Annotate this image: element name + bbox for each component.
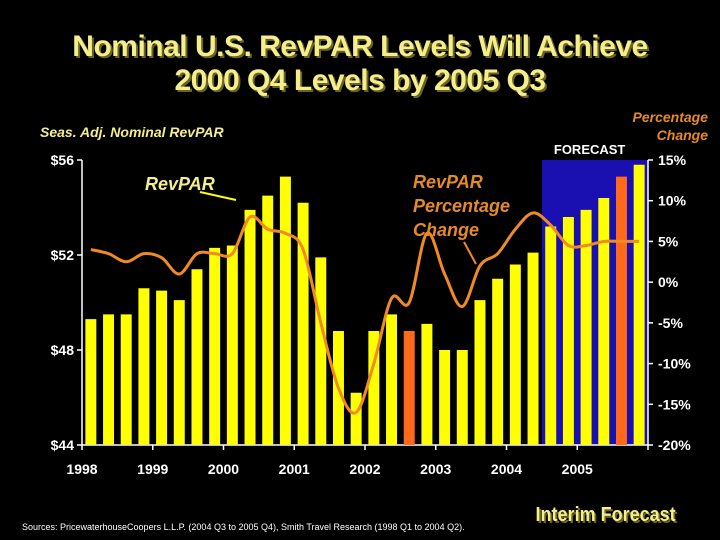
revpar-bar <box>580 209 592 445</box>
pct-annotation-pointer <box>463 241 477 265</box>
revpar-bar <box>226 245 238 445</box>
x-tick-label: 2001 <box>279 461 310 477</box>
revpar-bar <box>562 217 574 445</box>
pct-change-line <box>90 211 640 415</box>
y2-tick-label: -20% <box>658 437 691 453</box>
y2-tick-label: 15% <box>658 152 687 168</box>
revpar-bar <box>244 209 256 445</box>
revpar-bar <box>527 252 539 445</box>
y2-tick-label: 5% <box>658 233 679 249</box>
revpar-bar <box>386 314 398 445</box>
revpar-bar <box>120 314 132 445</box>
chart-title-line-2: 2000 Q4 Levels by 2005 Q3 <box>174 64 546 97</box>
y2-tick-label: 10% <box>658 193 687 209</box>
x-tick-label: 2004 <box>491 461 522 477</box>
y-tick-label: $48 <box>51 342 75 358</box>
y2-tick-label: -5% <box>658 315 683 331</box>
revpar-bar <box>173 300 185 445</box>
revpar-annotation: RevPAR <box>145 174 215 194</box>
y-tick-label: $44 <box>51 437 75 453</box>
revpar-bar <box>138 288 150 445</box>
revpar-bar <box>191 269 203 445</box>
revpar-bar <box>368 331 380 445</box>
revpar-bar <box>439 350 451 445</box>
right-axis-label: Percentage Change <box>633 108 708 144</box>
revpar-bar <box>492 278 504 445</box>
y2-tick-label: -15% <box>658 396 691 412</box>
revpar-bar <box>545 226 557 445</box>
right-axis-label-line-1: Percentage <box>632 109 708 125</box>
x-tick-label: 2003 <box>420 461 451 477</box>
revpar-bar <box>315 257 327 445</box>
revpar-bar <box>279 176 291 445</box>
x-tick-label: 2002 <box>349 461 380 477</box>
revpar-bar <box>85 319 97 445</box>
pct-annotation-line-1: RevPAR <box>413 172 483 192</box>
revpar-bar <box>350 392 362 445</box>
revpar-bar <box>297 202 309 445</box>
y-tick-label: $52 <box>51 247 75 263</box>
pct-annotation-line-2: Percentage <box>413 196 510 216</box>
interim-forecast-label: Interim Forecast <box>535 504 676 526</box>
y-tick-label: $56 <box>51 152 75 168</box>
forecast-region <box>541 160 648 445</box>
revpar-bar <box>456 350 468 445</box>
left-axis-label: Seas. Adj. Nominal RevPAR <box>40 124 224 140</box>
revpar-bar <box>421 323 433 445</box>
revpar-bar <box>262 195 274 445</box>
revpar-bar <box>598 198 610 445</box>
x-tick-label: 2000 <box>208 461 239 477</box>
y2-tick-label: 0% <box>658 274 679 290</box>
revpar-bar <box>474 300 486 445</box>
revpar-bar <box>156 290 168 445</box>
revpar-annotation-pointer <box>199 191 237 201</box>
revpar-bar <box>633 164 645 445</box>
y2-tick-label: -10% <box>658 356 691 372</box>
revpar-bar-highlight <box>403 331 415 445</box>
right-axis-label-line-2: Change <box>656 127 708 143</box>
forecast-label: FORECAST <box>554 142 626 157</box>
revpar-bar <box>509 264 521 445</box>
x-tick-label: 2005 <box>562 461 593 477</box>
revpar-bar-highlight <box>615 176 627 445</box>
revpar-bar <box>209 247 221 445</box>
chart-title-line-1: Nominal U.S. RevPAR Levels Will Achieve <box>72 30 648 63</box>
revpar-bar <box>103 314 115 445</box>
x-tick-label: 1998 <box>66 461 97 477</box>
x-tick-label: 1999 <box>137 461 168 477</box>
pct-annotation-line-3: Change <box>413 220 479 240</box>
source-note: Sources: PricewaterhouseCoopers L.L.P. (… <box>22 522 465 532</box>
